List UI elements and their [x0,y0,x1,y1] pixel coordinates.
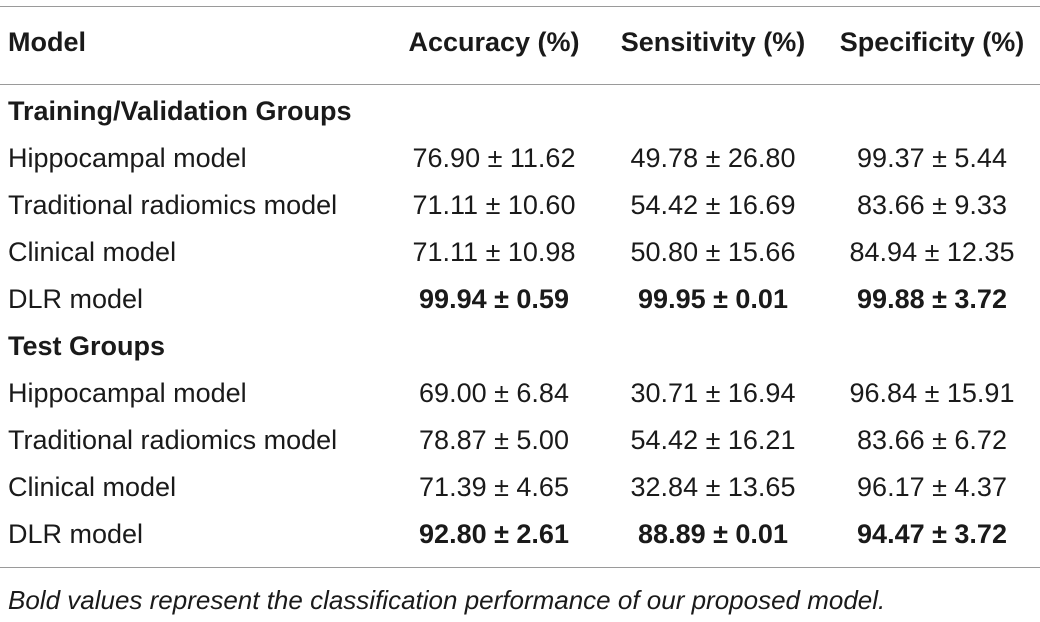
column-header-sensitivity: Sensitivity (%) [620,27,806,57]
table-row: Traditional radiomics model 78.87 ± 5.00… [0,417,1040,464]
group-heading-row: Test Groups [0,323,1040,370]
table-row: Hippocampal model 69.00 ± 6.84 30.71 ± 1… [0,370,1040,417]
top-rule [0,6,1040,7]
specificity-cell: 99.88 ± 3.72 [857,284,1007,314]
group-heading-row: Training/Validation Groups [0,88,1040,135]
table-row-highlighted: DLR model 99.94 ± 0.59 99.95 ± 0.01 99.8… [0,276,1040,323]
specificity-cell: 84.94 ± 12.35 [849,237,1015,267]
sensitivity-cell: 30.71 ± 16.94 [630,378,796,408]
sensitivity-cell: 99.95 ± 0.01 [638,284,788,314]
sensitivity-cell: 50.80 ± 15.66 [630,237,796,267]
accuracy-cell: 76.90 ± 11.62 [412,143,576,173]
model-cell: Traditional radiomics model [8,190,338,220]
table-row: Clinical model 71.11 ± 10.98 50.80 ± 15.… [0,229,1040,276]
table-header-row: Model Accuracy (%) Sensitivity (%) Speci… [0,18,1040,66]
column-header-accuracy: Accuracy (%) [408,27,580,57]
table-row: Traditional radiomics model 71.11 ± 10.6… [0,182,1040,229]
group-title-test: Test Groups [8,331,166,361]
table-row-highlighted: DLR model 92.80 ± 2.61 88.89 ± 0.01 94.4… [0,511,1040,558]
accuracy-cell: 71.39 ± 4.65 [419,472,569,502]
results-table: Model Accuracy (%) Sensitivity (%) Speci… [0,18,1040,558]
sensitivity-cell: 88.89 ± 0.01 [638,519,788,549]
model-cell: Clinical model [8,472,177,502]
accuracy-cell: 99.94 ± 0.59 [419,284,569,314]
specificity-cell: 83.66 ± 9.33 [857,190,1007,220]
accuracy-cell: 69.00 ± 6.84 [419,378,569,408]
table-footnote: Bold values represent the classification… [8,585,886,615]
column-header-specificity: Specificity (%) [839,27,1025,57]
accuracy-cell: 78.87 ± 5.00 [419,425,569,455]
sensitivity-cell: 54.42 ± 16.21 [630,425,796,455]
accuracy-cell: 92.80 ± 2.61 [419,519,569,549]
sensitivity-cell: 49.78 ± 26.80 [630,143,796,173]
model-cell: Traditional radiomics model [8,425,338,455]
table-row: Hippocampal model 76.90 ± 11.62 49.78 ± … [0,135,1040,182]
specificity-cell: 83.66 ± 6.72 [857,425,1007,455]
accuracy-cell: 71.11 ± 10.98 [412,237,576,267]
accuracy-cell: 71.11 ± 10.60 [412,190,576,220]
specificity-cell: 99.37 ± 5.44 [857,143,1007,173]
model-cell: DLR model [8,519,144,549]
table-row: Clinical model 71.39 ± 4.65 32.84 ± 13.6… [0,464,1040,511]
model-cell: Clinical model [8,237,177,267]
column-header-model: Model [8,27,86,57]
model-cell: DLR model [8,284,144,314]
sensitivity-cell: 54.42 ± 16.69 [630,190,796,220]
specificity-cell: 94.47 ± 3.72 [857,519,1007,549]
group-title-training-validation: Training/Validation Groups [8,96,352,126]
specificity-cell: 96.84 ± 15.91 [849,378,1015,408]
bottom-rule [0,567,1040,568]
model-cell: Hippocampal model [8,143,247,173]
header-rule [0,84,1040,85]
specificity-cell: 96.17 ± 4.37 [857,472,1007,502]
sensitivity-cell: 32.84 ± 13.65 [630,472,796,502]
model-cell: Hippocampal model [8,378,247,408]
